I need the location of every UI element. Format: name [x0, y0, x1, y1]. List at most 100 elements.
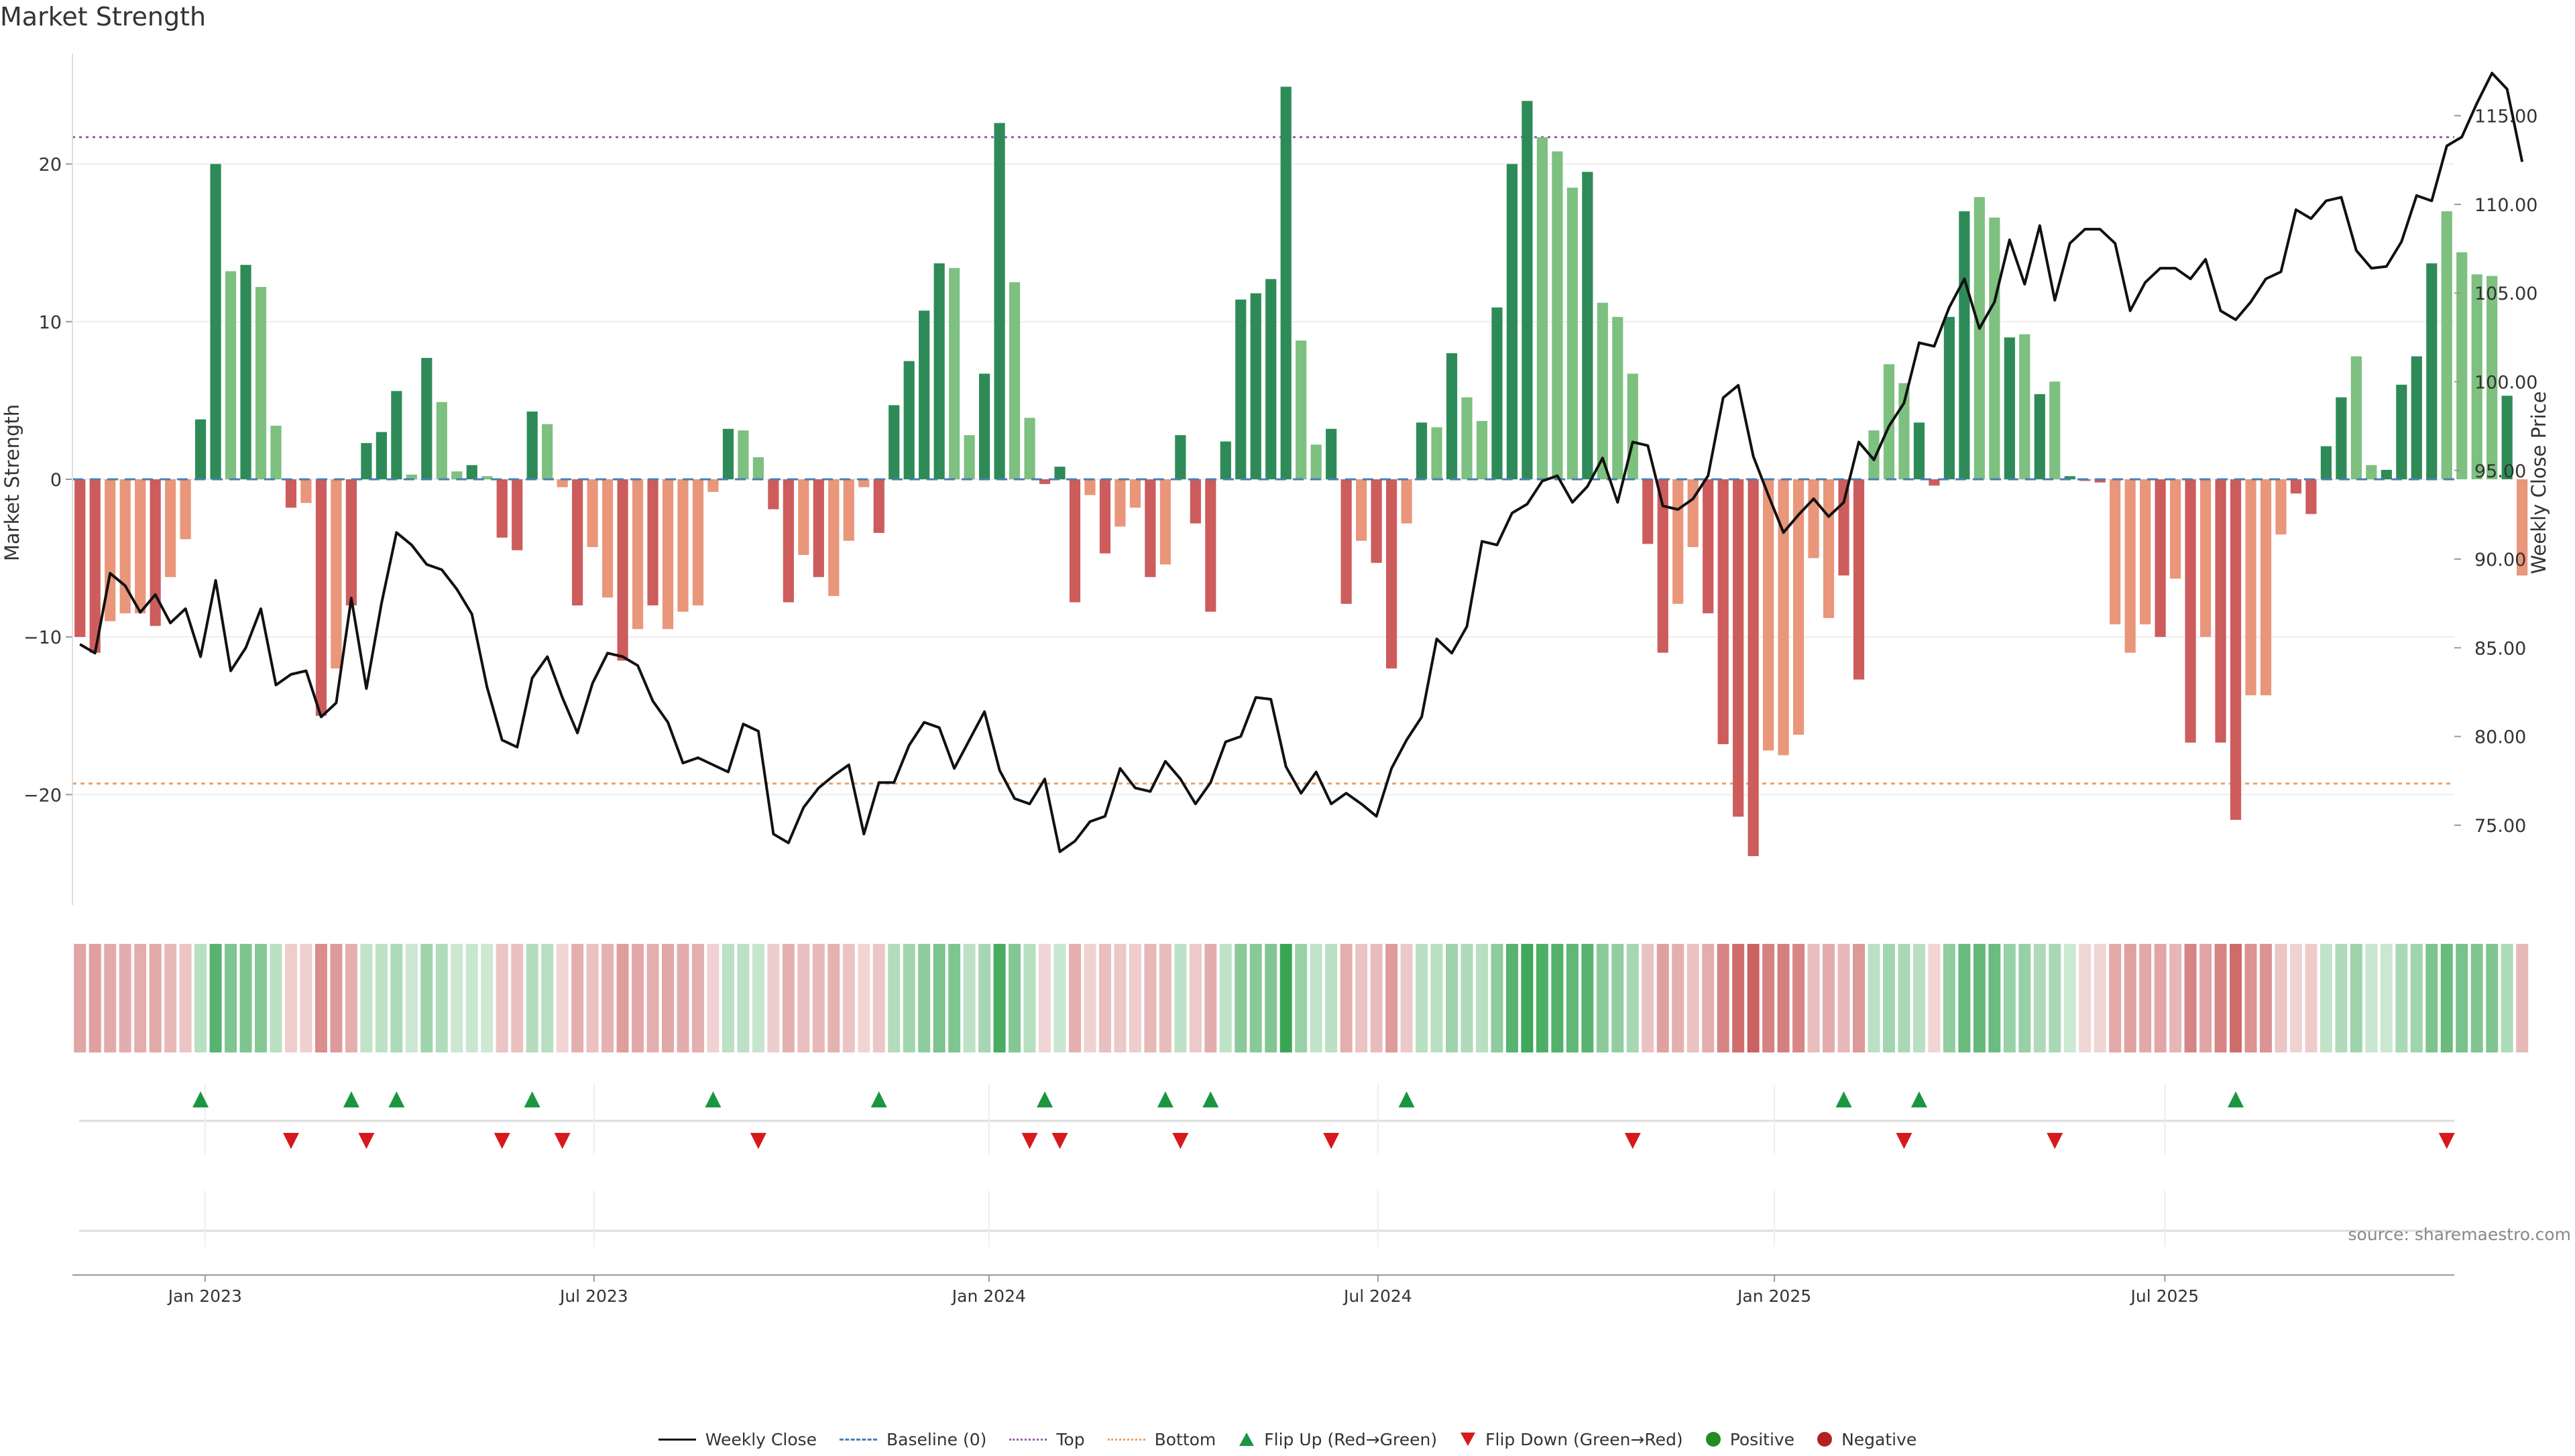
legend-label: Flip Up (Red→Green) [1264, 1429, 1438, 1449]
heat-cell [2259, 944, 2272, 1052]
strength-bar [255, 287, 267, 479]
flip-up-marker [1037, 1091, 1053, 1107]
heat-cell [662, 944, 674, 1052]
strength-bar [1536, 137, 1548, 480]
reference-lines [72, 136, 2454, 785]
strength-bar [1792, 479, 1805, 735]
heat-cell [948, 944, 961, 1052]
strength-bar [1778, 479, 1789, 755]
flip-up-marker [1202, 1091, 1219, 1107]
strength-bar [2094, 479, 2106, 483]
y2-tick-label: 95.00 [2474, 461, 2526, 482]
strength-bar [722, 428, 734, 479]
strength-bar [2426, 263, 2438, 479]
heat-cell [2365, 944, 2378, 1052]
heat-cell [225, 944, 237, 1052]
strength-bar [1385, 479, 1397, 669]
heat-cell [1928, 944, 1941, 1052]
heat-cell [2018, 944, 2031, 1052]
flip-down-marker [2047, 1133, 2063, 1149]
heat-cell [314, 944, 327, 1052]
strength-bar [964, 435, 975, 479]
strength-bar [2411, 356, 2422, 479]
strength-bar [1461, 397, 1473, 479]
heat-cell [1898, 944, 1910, 1052]
strength-bar [1431, 427, 1442, 479]
legend-symbol-dot-positive [1705, 1432, 1721, 1447]
legend-symbol-triangle-up [1239, 1433, 1255, 1446]
heat-cell [390, 944, 403, 1052]
strength-bar [1220, 441, 1231, 479]
heat-cell [119, 944, 131, 1052]
heat-cell [2486, 944, 2499, 1052]
strength-bar [1175, 435, 1186, 479]
legend-label: Positive [1729, 1429, 1795, 1449]
strength-bar [1326, 428, 1337, 479]
heat-cell [1430, 944, 1443, 1052]
strength-bar [74, 479, 86, 638]
flip-down-marker [2438, 1133, 2455, 1149]
flip-down-marker [1624, 1133, 1641, 1149]
heat-cell [1310, 944, 1322, 1052]
strength-bar [1340, 479, 1352, 604]
y-tick-label: −20 [23, 785, 62, 806]
strength-bar [632, 479, 644, 629]
strength-bar [662, 479, 674, 629]
heat-cell [858, 944, 870, 1052]
strength-bar [2155, 479, 2166, 638]
heat-cell [2184, 944, 2197, 1052]
strength-bar [1959, 211, 1970, 479]
strength-bar [2124, 479, 2136, 653]
heat-cell [451, 944, 463, 1052]
heat-cell [1204, 944, 1217, 1052]
heat-cell [2079, 944, 2092, 1052]
strength-bar [1506, 164, 1518, 479]
strength-bar [933, 263, 945, 479]
heat-cell [74, 944, 87, 1052]
strength-bar [1642, 479, 1654, 544]
heat-cell [602, 944, 614, 1052]
strength-bar [1717, 479, 1729, 745]
heat-cell [1747, 944, 1760, 1052]
flip-down-marker [282, 1133, 299, 1149]
strength-bar [180, 479, 191, 540]
heat-cell [1370, 944, 1383, 1052]
strength-bar [2170, 479, 2181, 579]
flip-down-marker [494, 1133, 510, 1149]
legend-item: Negative [1817, 1430, 1916, 1449]
flip-down-marker [358, 1133, 375, 1149]
legend-label: Top [1056, 1429, 1085, 1449]
strength-bar [1566, 187, 1578, 479]
heat-cell [1400, 944, 1413, 1052]
flip-up-marker [1398, 1091, 1415, 1107]
chart-title: Market Strength [0, 2, 206, 32]
heat-cell [1249, 944, 1262, 1052]
heat-cell [1656, 944, 1669, 1052]
heat-cell [2033, 944, 2046, 1052]
x-tick-label: Jan 2024 [951, 1286, 1026, 1306]
strength-bar [2320, 446, 2332, 479]
strength-bar [2034, 394, 2045, 479]
y2-tick-label: 115.00 [2474, 107, 2537, 127]
legend-label: Bottom [1154, 1429, 1216, 1449]
strength-bar [602, 479, 614, 598]
heat-cell [933, 944, 946, 1052]
heat-cell [1581, 944, 1594, 1052]
heat-cell [1762, 944, 1775, 1052]
heat-cell [2214, 944, 2227, 1052]
flip-up-marker [1910, 1091, 1927, 1107]
heat-cell [1189, 944, 1202, 1052]
strength-bar [2396, 384, 2407, 479]
legend-symbol-dot-negative [1817, 1432, 1833, 1447]
heat-cell [1039, 944, 1051, 1052]
heat-cell [571, 944, 584, 1052]
heat-cell [1642, 944, 1654, 1052]
heat-cell [2139, 944, 2152, 1052]
y-axis-label: Market Strength [1, 404, 23, 561]
strength-bar [1973, 197, 1985, 479]
legend-symbol-line-solid [658, 1433, 696, 1446]
strength-bar [194, 419, 207, 479]
strength-bar [768, 479, 779, 509]
strength-bar [752, 457, 764, 479]
